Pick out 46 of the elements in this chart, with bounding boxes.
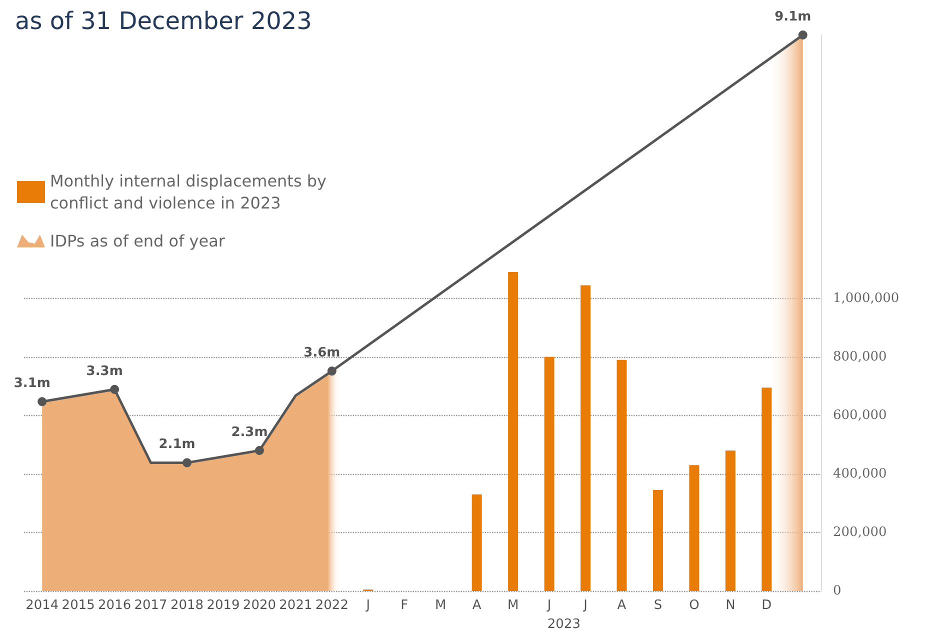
y-tick-label: 1,000,000 <box>833 290 900 306</box>
x-tick-label: M <box>507 598 519 613</box>
data-label: 3.3m <box>86 364 123 379</box>
x-tick-label: O <box>689 598 700 613</box>
x-tick-label: J <box>546 598 552 613</box>
x-tick-label: 2016 <box>98 598 132 613</box>
x-tick-label: A <box>472 598 482 613</box>
x-tick-label: 2017 <box>134 598 168 613</box>
data-label: 2.3m <box>231 424 268 440</box>
y-tick-label: 800,000 <box>833 349 887 364</box>
bar <box>762 388 772 591</box>
x-tick-label: 2015 <box>62 598 95 613</box>
data-label: 3.1m <box>14 376 50 392</box>
bar <box>616 360 627 591</box>
x-tick-label: 2022 <box>315 598 348 613</box>
x-tick-label: S <box>654 598 662 613</box>
bar <box>544 356 554 591</box>
x-tick-label: 2019 <box>206 598 240 613</box>
legend-label: Monthly internal displacements by conflict and violence in 2023 <box>50 172 332 212</box>
x-tick-label: 2021 <box>279 598 312 613</box>
y-tick-label: 200,000 <box>833 524 887 540</box>
bar <box>689 465 700 591</box>
x-tick-label: F <box>400 598 408 613</box>
y-tick-label: 0 <box>833 584 842 598</box>
bar <box>725 450 736 591</box>
bar <box>508 272 518 591</box>
bar <box>472 494 482 591</box>
data-label: 3.6m <box>304 346 340 361</box>
legend-label: IDPs as of end of year <box>50 232 226 250</box>
chart-title: as of 31 December 2023 <box>15 7 312 35</box>
bar <box>580 285 591 591</box>
x-tick-label: M <box>435 598 446 613</box>
data-label: 9.1m <box>774 10 812 24</box>
x-tick-label: J <box>365 598 370 613</box>
data-label: 2.1m <box>158 437 196 452</box>
x-tick-label: N <box>726 598 736 613</box>
text: 2023 <box>547 617 581 632</box>
x-tick-label: 2018 <box>170 598 204 613</box>
y-tick-label: 400,000 <box>833 466 887 482</box>
x-tick-label: D <box>762 598 772 613</box>
bar <box>652 490 663 591</box>
x-tick-label: 2014 <box>26 598 59 613</box>
x-tick-label: 2020 <box>242 598 276 613</box>
x-tick-label: A <box>617 598 626 613</box>
y-tick-label: 600,000 <box>833 408 887 423</box>
x-tick-label: J <box>582 598 588 613</box>
